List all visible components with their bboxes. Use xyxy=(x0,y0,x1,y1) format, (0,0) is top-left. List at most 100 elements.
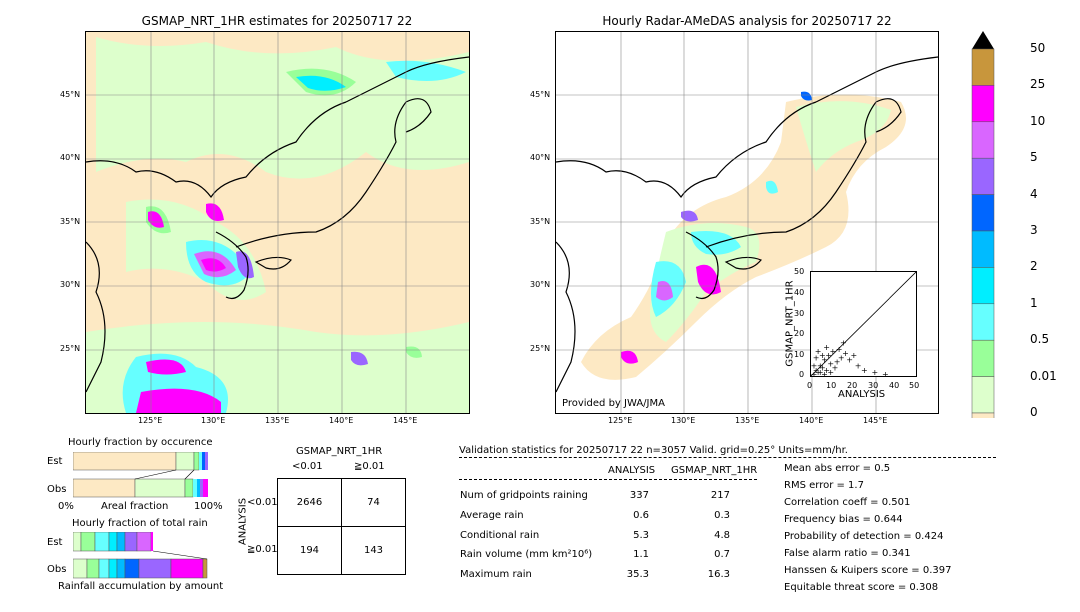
colorbar-segment xyxy=(971,157,995,195)
score: RMS error = 1.7 xyxy=(784,480,864,491)
right-map-title: Hourly Radar-AMeDAS analysis for 2025071… xyxy=(602,14,892,28)
stat-analysis: 5.3 xyxy=(633,530,649,541)
scatter-ytick-50: 50 xyxy=(794,267,805,276)
scatter-xtick-50: 50 xyxy=(909,381,920,390)
left-lon-145: 145°E xyxy=(393,416,418,425)
scatter-point: + xyxy=(827,368,834,376)
colorbar-extend-arrow xyxy=(972,31,994,49)
scatter-point: + xyxy=(813,366,820,375)
occurrence-axis-mid: Areal fraction xyxy=(101,501,169,512)
score: Frequency bias = 0.644 xyxy=(784,514,903,525)
right-lat-45: 45°N xyxy=(530,90,551,99)
scatter-point: + xyxy=(842,349,849,358)
scatter-point: + xyxy=(846,355,853,364)
stat-gsmap: 4.8 xyxy=(714,530,730,541)
right-lon-125: 125°E xyxy=(608,416,633,425)
left-gridlines xyxy=(86,32,469,413)
stat-analysis: 1.1 xyxy=(633,549,649,560)
right-lon-135: 135°E xyxy=(735,416,760,425)
right-coastlines xyxy=(556,56,938,393)
occ-est-e xyxy=(205,452,208,470)
occurrence-row-obs: Obs xyxy=(47,484,67,495)
scatter-xtick-30: 30 xyxy=(868,381,879,390)
tot-obs-b xyxy=(86,558,100,579)
contingency-cell: 143 xyxy=(341,526,406,575)
scatter-point: + xyxy=(815,347,822,356)
score: Equitable threat score = 0.308 xyxy=(784,582,939,593)
stat-analysis: 0.6 xyxy=(633,510,649,521)
occ-obs-light xyxy=(134,478,186,498)
scatter-point: + xyxy=(815,368,822,376)
contingency-row-ge: ≧0.01 xyxy=(247,544,278,555)
tot-est-d xyxy=(108,532,118,552)
scatter-point: + xyxy=(817,368,824,376)
scatter-ytick-10: 10 xyxy=(794,350,805,359)
tot-obs-i xyxy=(202,558,208,579)
left-map-title: GSMAP_NRT_1HR estimates for 20250717 22 xyxy=(141,14,413,28)
tot-est-g xyxy=(136,532,152,552)
scatter-point: + xyxy=(813,353,820,362)
occ-est-b xyxy=(193,452,200,471)
scatter-point: + xyxy=(832,364,839,373)
tot-est-h xyxy=(151,532,153,551)
validation-subdivider xyxy=(459,479,757,480)
total-row-obs: Obs xyxy=(47,564,67,575)
left-map xyxy=(85,31,470,414)
scatter-point: + xyxy=(821,355,828,364)
occ-est-light xyxy=(175,452,195,471)
occ-connector-2 xyxy=(184,469,195,480)
occ-obs-d xyxy=(197,479,200,497)
occurrence-row-est: Est xyxy=(47,456,63,467)
tot-est-f xyxy=(124,532,138,552)
contingency-title: GSMAP_NRT_1HR xyxy=(296,446,383,457)
right-map: + + + + + + + + + + + + + + + + + + + + + + + + + + + + + + Provided … xyxy=(555,31,939,414)
total-title: Hourly fraction of total rain xyxy=(72,518,208,529)
scatter-diagonal xyxy=(811,272,916,376)
stat-gsmap: 16.3 xyxy=(707,569,730,580)
tot-obs-c xyxy=(98,558,110,579)
colorbar-label: 1 xyxy=(1030,295,1038,310)
scatter-point: + xyxy=(811,370,817,376)
stat-analysis: 337 xyxy=(629,490,649,501)
colorbar-label: 4 xyxy=(1030,186,1038,201)
right-lat-25: 25°N xyxy=(530,344,551,353)
contingency-cell: 74 xyxy=(341,478,406,527)
colorbar-label: 50 xyxy=(1030,41,1046,55)
colorbar-label: 0.01 xyxy=(1030,368,1057,383)
occurrence-bars xyxy=(73,452,208,498)
scatter-point: + xyxy=(823,366,830,375)
colorbar-label: 3 xyxy=(1030,223,1038,237)
contingency-col-lt: <0.01 xyxy=(292,461,323,472)
right-lat-35: 35°N xyxy=(530,217,551,226)
scatter-point: + xyxy=(836,345,843,354)
right-map-canvas xyxy=(556,32,938,413)
scatter-point: + xyxy=(882,370,889,376)
occ-obs-f xyxy=(203,479,208,497)
right-lon-145: 145°E xyxy=(863,416,888,425)
scatter-point: + xyxy=(827,360,834,369)
left-lat-40: 40°N xyxy=(60,153,81,162)
occ-obs-zero xyxy=(73,478,136,498)
occ-est-c xyxy=(199,452,202,470)
scatter-point: + xyxy=(819,351,826,360)
stat-gsmap: 217 xyxy=(710,490,730,501)
occ-obs-e xyxy=(200,479,203,497)
score: Mean abs error = 0.5 xyxy=(784,463,891,474)
tot-obs-d xyxy=(108,558,118,579)
left-lon-140: 140°E xyxy=(329,416,354,425)
occurrence-title: Hourly fraction by occurence xyxy=(68,437,213,448)
stat-analysis: 35.3 xyxy=(626,569,649,580)
left-lat-25: 25°N xyxy=(60,344,81,353)
colorbar-label: 5 xyxy=(1030,150,1038,165)
occurrence-axis-left: 0% xyxy=(58,501,74,512)
colorbar-label: 25 xyxy=(1030,77,1046,92)
colorbar-segment xyxy=(971,194,995,232)
contingency-table: 2646 74 194 143 xyxy=(277,478,406,575)
colorbar-segment xyxy=(971,48,995,86)
colorbar-label: 10 xyxy=(1030,113,1046,128)
colorbar-segment xyxy=(971,121,995,159)
left-rain-field xyxy=(86,37,469,413)
contingency-cell: 2646 xyxy=(277,478,342,527)
tot-est-b xyxy=(80,532,96,552)
tot-obs-e xyxy=(116,558,126,579)
